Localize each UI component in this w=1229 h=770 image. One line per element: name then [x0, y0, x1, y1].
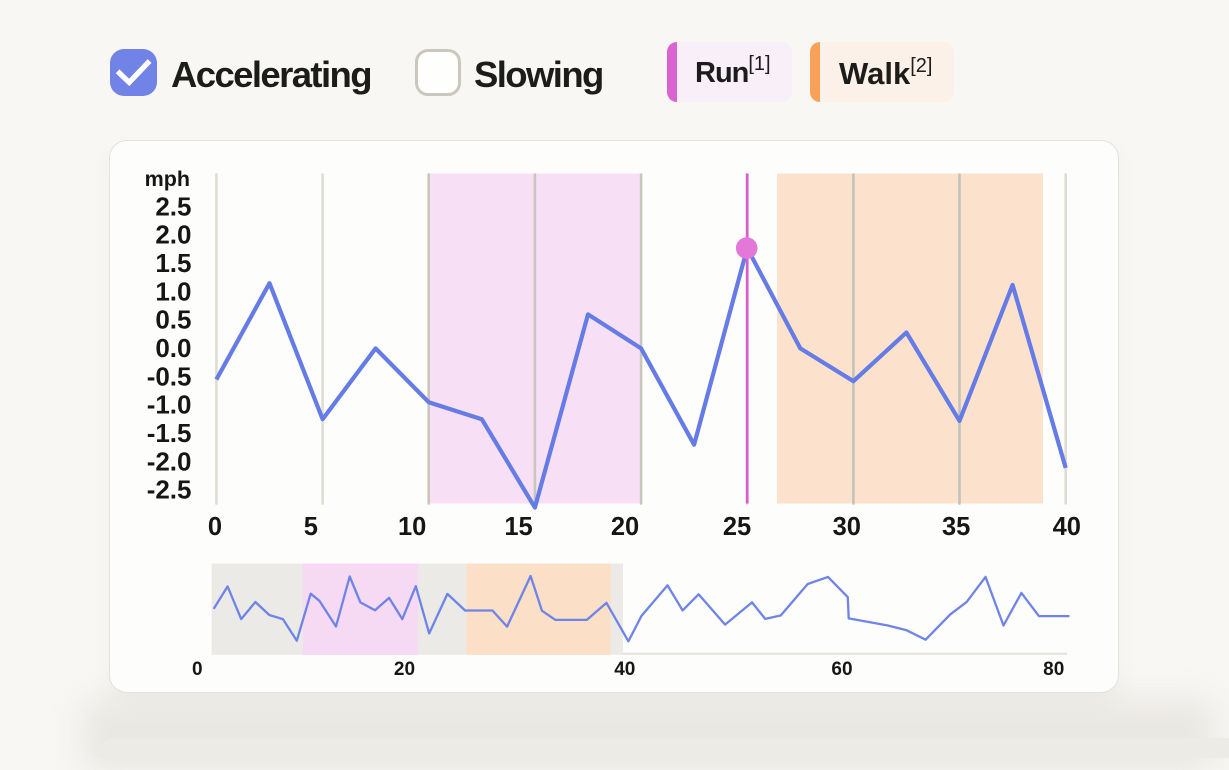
svg-text:-2.0: -2.0	[147, 446, 192, 476]
svg-text:-2.5: -2.5	[147, 475, 192, 505]
svg-text:20: 20	[394, 659, 415, 680]
svg-text:25: 25	[723, 513, 751, 541]
svg-text:5: 5	[304, 513, 318, 541]
svg-text:-1.5: -1.5	[147, 418, 192, 448]
svg-text:0: 0	[208, 513, 222, 541]
svg-text:40: 40	[614, 659, 635, 680]
svg-text:2.5: 2.5	[155, 191, 191, 221]
svg-text:20: 20	[611, 513, 639, 541]
svg-text:1.0: 1.0	[155, 276, 191, 306]
svg-text:0: 0	[192, 659, 203, 680]
svg-text:2.0: 2.0	[155, 220, 191, 250]
svg-text:0.5: 0.5	[155, 305, 191, 335]
svg-text:80: 80	[1043, 659, 1064, 680]
svg-text:-0.5: -0.5	[147, 361, 192, 391]
svg-text:-1.0: -1.0	[147, 390, 192, 420]
svg-text:0.0: 0.0	[155, 333, 191, 363]
svg-text:mph: mph	[145, 167, 190, 191]
svg-text:1.5: 1.5	[155, 248, 191, 278]
svg-text:10: 10	[398, 513, 426, 541]
svg-text:30: 30	[833, 513, 861, 541]
svg-text:60: 60	[831, 659, 852, 680]
svg-text:15: 15	[504, 513, 532, 541]
svg-text:40: 40	[1053, 513, 1081, 541]
svg-text:35: 35	[942, 513, 970, 541]
